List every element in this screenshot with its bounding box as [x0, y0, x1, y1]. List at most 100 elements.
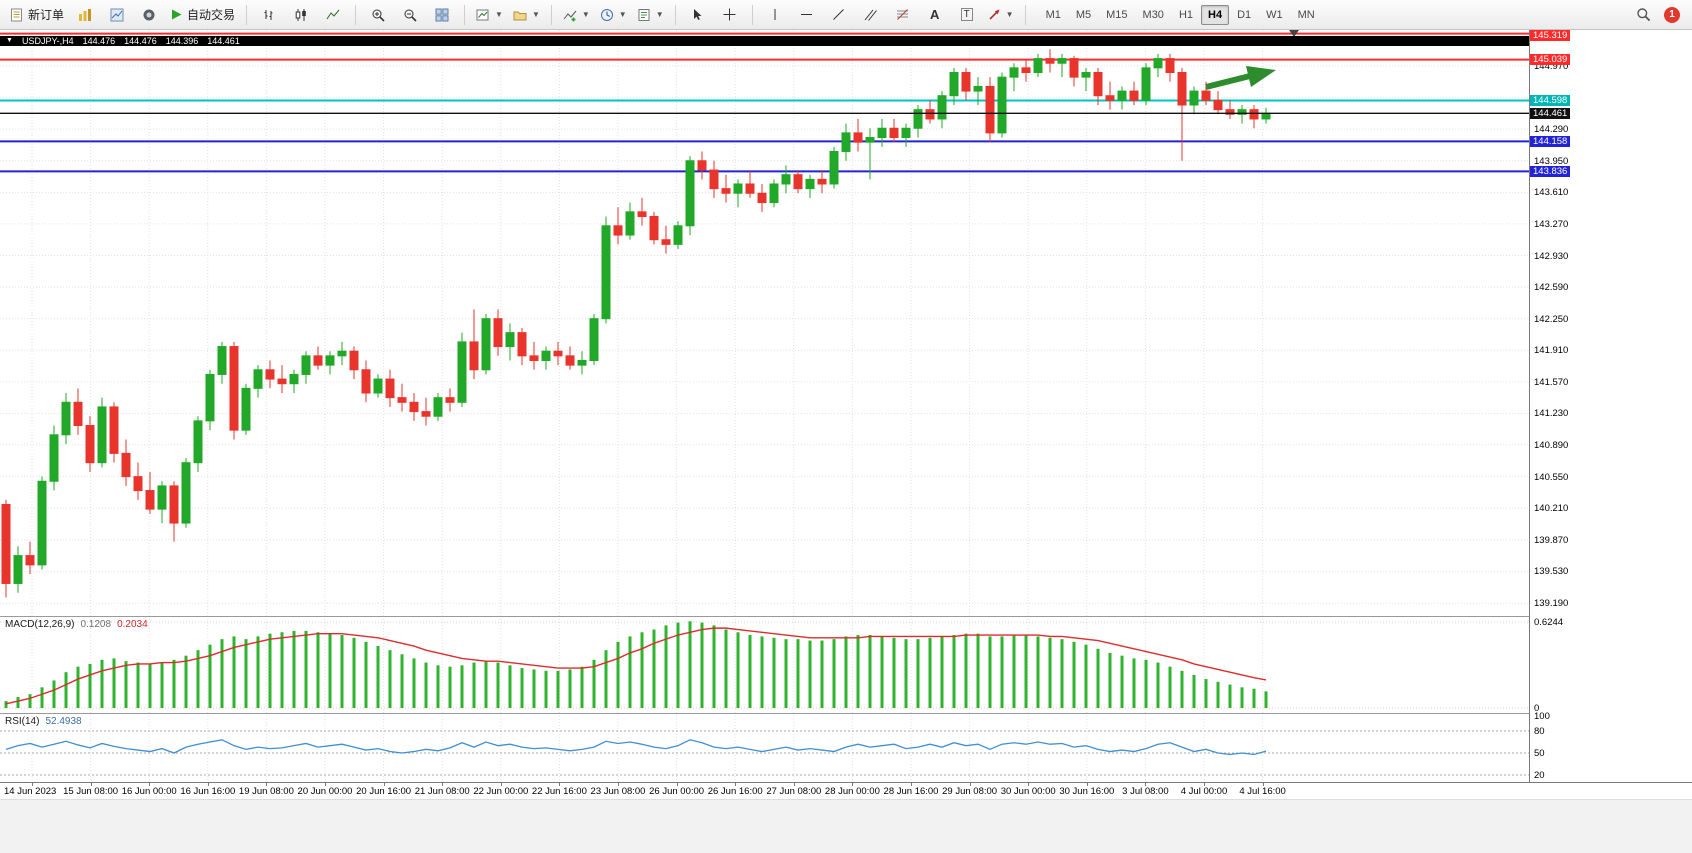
panel-separator[interactable]: [0, 616, 1692, 617]
tab-timeframe-mn[interactable]: MN: [1297, 8, 1315, 21]
bar-chart-button[interactable]: [254, 3, 284, 27]
cursor-button[interactable]: [683, 3, 713, 27]
tab-timeframe-d1[interactable]: D1: [1237, 8, 1252, 21]
text-label-icon: T: [960, 8, 973, 21]
rsi-axis-tick: 80: [1534, 726, 1545, 737]
cursor-icon: [694, 9, 702, 20]
time-tick: [266, 783, 268, 786]
new-chart-icon: [476, 9, 489, 20]
arrows-button[interactable]: ▼: [984, 3, 1018, 27]
terminal-button[interactable]: [134, 3, 164, 27]
crosshair-button[interactable]: [715, 3, 745, 27]
candlestick-chart-button[interactable]: [286, 3, 316, 27]
price-tick: 143.950: [1534, 155, 1569, 167]
indicators-button[interactable]: ▼: [559, 3, 594, 27]
time-tick: [1145, 783, 1147, 786]
rsi-label: RSI(14) 52.4938: [5, 716, 82, 727]
trendline-icon: [833, 9, 844, 20]
main-price-chart[interactable]: [0, 30, 1529, 616]
periods-icon: [600, 8, 613, 21]
profiles-icon: [513, 11, 527, 20]
macd-panel[interactable]: [0, 616, 1529, 713]
navigator-icon: [110, 8, 124, 21]
ohlc-high: 144.476: [124, 36, 157, 46]
panel-separator[interactable]: [0, 713, 1692, 714]
rsi-panel[interactable]: [0, 713, 1529, 782]
autotrading-button[interactable]: 自动交易: [166, 3, 239, 27]
toolbar-separator: [1024, 4, 1026, 25]
zoom-in-button[interactable]: [363, 3, 393, 27]
chevron-down-icon: ▼: [1005, 10, 1014, 19]
time-label: 28 Jun 16:00: [883, 786, 939, 797]
time-tick: [90, 783, 92, 786]
terminal-icon: [143, 9, 155, 20]
text-label-button[interactable]: T: [952, 3, 982, 27]
navigator-button[interactable]: [102, 3, 132, 27]
tab-timeframe-m1[interactable]: M1: [1045, 8, 1061, 21]
time-label: 16 Jun 00:00: [121, 786, 177, 797]
level-price-label: 144.158: [1530, 135, 1571, 147]
level-price-label: 145.039: [1530, 54, 1571, 66]
time-label: 16 Jun 16:00: [180, 786, 236, 797]
periods-button[interactable]: ▼: [596, 3, 631, 27]
notification-badge[interactable]: 1: [1664, 6, 1680, 23]
new-chart-button[interactable]: ▼: [472, 3, 507, 27]
tab-timeframe-m15[interactable]: M15: [1106, 8, 1128, 21]
trendline-button[interactable]: [824, 3, 854, 27]
time-label: 20 Jun 16:00: [356, 786, 412, 797]
macd-name: MACD(12,26,9): [5, 619, 75, 630]
vertical-line-button[interactable]: [760, 3, 790, 27]
tab-timeframe-h1[interactable]: H1: [1178, 8, 1193, 21]
time-label: 22 Jun 16:00: [531, 786, 587, 797]
line-chart-button[interactable]: [318, 3, 348, 27]
price-tick: 144.970: [1534, 61, 1569, 72]
time-label: 4 Jul 16:00: [1239, 786, 1286, 797]
time-tick: [1028, 783, 1030, 786]
market-watch-button[interactable]: [70, 3, 100, 27]
toolbar: 新订单 自动交易: [0, 0, 1692, 30]
price-axis[interactable]: 144.970 144.290 143.950 143.610 143.270 142.9…: [1529, 30, 1692, 782]
time-tick: [559, 783, 561, 786]
arrows-icon: [989, 9, 1000, 20]
level-price-label: 145.319: [1530, 30, 1571, 41]
new-order-button[interactable]: 新订单: [6, 3, 68, 27]
autotrading-label: 自动交易: [187, 8, 236, 22]
price-tick: 144.290: [1534, 124, 1569, 136]
time-axis[interactable]: 14 Jun 2023 15 Jun 08:00 16 Jun 00:00 16 Ju…: [0, 782, 1692, 799]
current-price-label: 144.461: [1530, 107, 1571, 119]
fibonacci-button[interactable]: [888, 3, 918, 27]
chevron-down-icon: ▼: [531, 10, 540, 19]
profiles-button[interactable]: ▼: [509, 3, 544, 27]
new-order-label: 新订单: [28, 8, 65, 22]
tab-timeframe-w1[interactable]: W1: [1266, 8, 1283, 21]
symbol-dropdown-icon[interactable]: ▼: [6, 37, 13, 44]
time-label: 15 Jun 08:00: [63, 786, 119, 797]
time-tick: [618, 783, 619, 786]
zoom-out-button[interactable]: [395, 3, 425, 27]
channel-button[interactable]: [856, 3, 886, 27]
price-tick: 143.610: [1534, 187, 1569, 199]
time-label: 3 Jul 08:00: [1122, 786, 1169, 797]
horizontal-line-button[interactable]: [792, 3, 822, 27]
tile-windows-button[interactable]: [427, 3, 457, 27]
time-label: 20 Jun 00:00: [297, 786, 353, 797]
price-tick: 142.590: [1534, 282, 1569, 294]
text-button[interactable]: A: [920, 3, 950, 27]
tab-timeframe-m5[interactable]: M5: [1075, 8, 1092, 21]
rsi-value: 52.4938: [45, 716, 82, 727]
candlestick-chart-icon: [295, 8, 306, 21]
time-tick: [852, 783, 854, 786]
tab-timeframe-h4[interactable]: H4: [1201, 4, 1230, 25]
macd-axis-tick: 0.6244: [1534, 617, 1564, 629]
search-button[interactable]: [1628, 3, 1658, 27]
price-tick: 139.870: [1534, 534, 1569, 546]
time-label: 14 Jun 2023: [4, 786, 57, 797]
time-tick: [442, 783, 444, 786]
time-tick: [793, 783, 795, 786]
tab-timeframe-m30[interactable]: M30: [1142, 8, 1164, 21]
time-label: 23 Jun 08:00: [590, 786, 646, 797]
tile-windows-icon: [435, 8, 449, 21]
zoom-out-icon: [404, 9, 417, 22]
templates-button[interactable]: ▼: [633, 3, 668, 27]
